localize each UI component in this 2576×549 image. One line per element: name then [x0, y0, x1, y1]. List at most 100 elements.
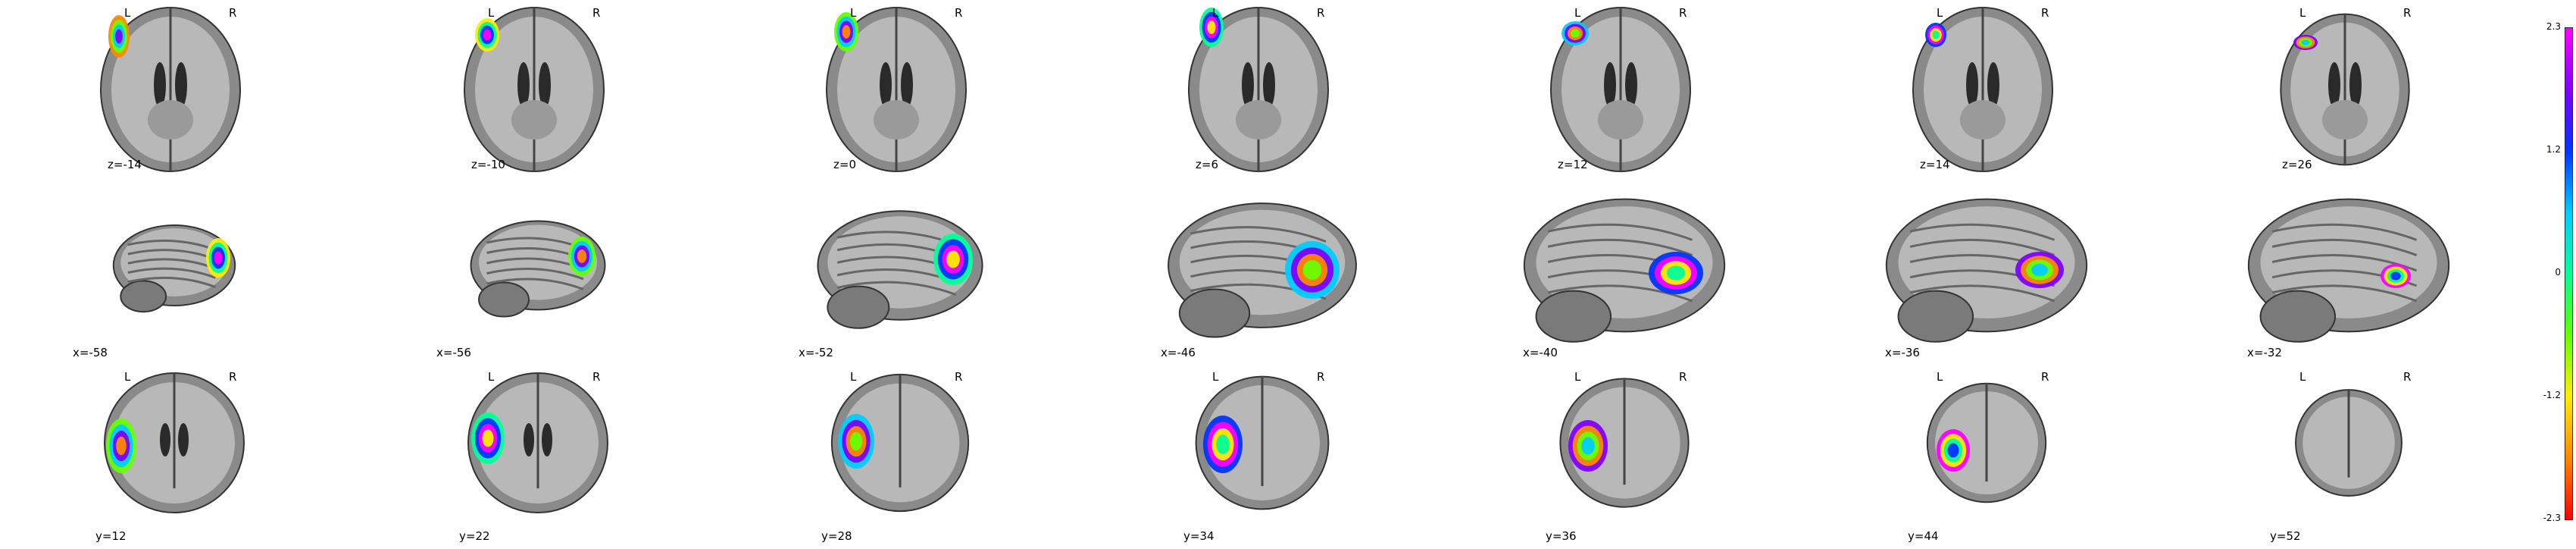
right-orientation-label: R	[1679, 6, 1687, 20]
activation-overlay	[1203, 416, 1243, 473]
activation-overlay	[568, 237, 596, 276]
slice-panel-coronal: y=34 L R	[1156, 364, 1490, 546]
brain-slice-image	[1885, 198, 2088, 343]
right-orientation-label: R	[1317, 6, 1325, 20]
slice-panel-sagittal: x=-40	[1518, 182, 1852, 364]
slice-coordinate-label: x=-40	[1523, 346, 1558, 359]
brain-slice-image	[1195, 375, 1330, 510]
slice-panel-coronal: y=52 L R	[2243, 364, 2576, 546]
slice-panel-sagittal: x=-56	[432, 182, 765, 364]
slice-coordinate-label: x=-52	[799, 346, 833, 359]
activation-overlay	[838, 414, 874, 469]
activation-overlay	[2381, 264, 2411, 288]
right-orientation-label: R	[229, 370, 237, 384]
brain-slice-image	[100, 7, 241, 172]
slice-panel-sagittal: x=-36	[1880, 182, 2214, 364]
left-orientation-label: L	[2299, 6, 2306, 20]
brain-slice-image	[1926, 382, 2047, 504]
slice-panel-coronal: y=36 L R	[1518, 364, 1852, 546]
slice-coordinate-label: y=28	[821, 529, 852, 543]
left-orientation-label: L	[1212, 6, 1219, 20]
brain-slice-image	[830, 373, 970, 513]
left-orientation-label: L	[488, 6, 495, 20]
activation-overlay	[2015, 252, 2064, 288]
brain-slice-image	[1550, 7, 1691, 172]
slice-coordinate-label: x=-32	[2247, 346, 2282, 359]
slice-coordinate-label: y=52	[2270, 529, 2301, 543]
left-orientation-label: L	[124, 370, 131, 384]
colorbar-tick-label: 2.3	[2546, 21, 2561, 32]
activation-overlay	[1925, 23, 1946, 47]
slice-panel-sagittal: x=-46	[1156, 182, 1490, 364]
right-orientation-label: R	[955, 6, 963, 20]
activation-overlay	[475, 18, 499, 52]
colorbar-tick-label: -1.2	[2543, 390, 2561, 400]
right-orientation-label: R	[1679, 370, 1687, 384]
slice-panel-axial: z=12 L R	[1518, 0, 1852, 182]
right-orientation-label: R	[592, 6, 601, 20]
slice-coordinate-label: x=-36	[1885, 346, 1920, 359]
brain-slice-image	[470, 220, 606, 318]
slice-coordinate-label: y=22	[459, 529, 490, 543]
slice-panel-sagittal: x=-32	[2243, 182, 2576, 364]
slice-coordinate-label: z=-10	[471, 158, 505, 171]
brain-slice-image	[112, 224, 236, 313]
brain-slice-image	[467, 372, 608, 513]
slice-coordinate-label: y=44	[1908, 529, 1939, 543]
right-orientation-label: R	[2403, 370, 2412, 384]
activation-overlay	[1568, 420, 1608, 472]
brain-slice-image	[2295, 389, 2402, 497]
slice-panel-coronal: y=28 L R	[794, 364, 1127, 546]
slice-panel-axial: z=-14 L R	[68, 0, 402, 182]
slice-panel-sagittal: x=-52	[794, 182, 1127, 364]
slice-coordinate-label: x=-56	[436, 346, 471, 359]
slice-coordinate-label: z=-14	[108, 158, 142, 171]
slice-panel-axial: z=26 L R	[2243, 0, 2576, 182]
right-orientation-label: R	[955, 370, 963, 384]
right-orientation-label: R	[592, 370, 601, 384]
left-orientation-label: L	[1574, 6, 1581, 20]
left-orientation-label: L	[850, 370, 857, 384]
brain-slice-image	[1523, 198, 1726, 343]
left-orientation-label: L	[1212, 370, 1219, 384]
activation-overlay	[2293, 35, 2318, 50]
activation-overlay	[1937, 429, 1970, 472]
slice-coordinate-label: z=26	[2282, 158, 2312, 171]
activation-overlay	[1199, 8, 1224, 47]
brain-slice-image	[464, 7, 605, 172]
right-orientation-label: R	[2403, 6, 2412, 20]
activation-overlay	[933, 234, 973, 285]
slice-panel-coronal: y=22 L R	[432, 364, 765, 546]
activation-overlay	[834, 12, 858, 52]
left-orientation-label: L	[850, 6, 857, 20]
slice-coordinate-label: z=0	[833, 158, 856, 171]
activation-overlay	[1649, 252, 1703, 294]
slice-coordinate-label: x=-46	[1161, 346, 1196, 359]
colorbar-tick-label: 0	[2555, 267, 2561, 278]
colorbar-tick-label: -2.3	[2543, 513, 2561, 523]
left-orientation-label: L	[488, 370, 495, 384]
slice-coordinate-label: z=12	[1558, 158, 1588, 171]
right-orientation-label: R	[1317, 370, 1325, 384]
colorbar-tick-label: 1.2	[2546, 144, 2561, 155]
slice-panel-axial: z=14 L R	[1880, 0, 2214, 182]
left-orientation-label: L	[1574, 370, 1581, 384]
activation-overlay	[1562, 21, 1589, 45]
brain-slice-image	[104, 372, 245, 513]
brain-slice-image	[826, 7, 967, 172]
left-orientation-label: L	[124, 6, 131, 20]
slice-coordinate-label: y=36	[1546, 529, 1577, 543]
right-orientation-label: R	[2041, 6, 2049, 20]
brain-slice-image	[1188, 7, 1329, 172]
slice-panel-sagittal: x=-58	[68, 182, 402, 364]
brain-slice-image	[2247, 198, 2450, 343]
left-orientation-label: L	[1937, 6, 1943, 20]
slice-coordinate-label: y=34	[1183, 529, 1215, 543]
slice-panel-coronal: y=44 L R	[1880, 364, 2214, 546]
activation-overlay	[1285, 241, 1340, 299]
brain-slice-image	[1168, 202, 1357, 338]
right-orientation-label: R	[2041, 370, 2049, 384]
colorbar	[2565, 27, 2573, 520]
activation-overlay	[471, 413, 505, 464]
